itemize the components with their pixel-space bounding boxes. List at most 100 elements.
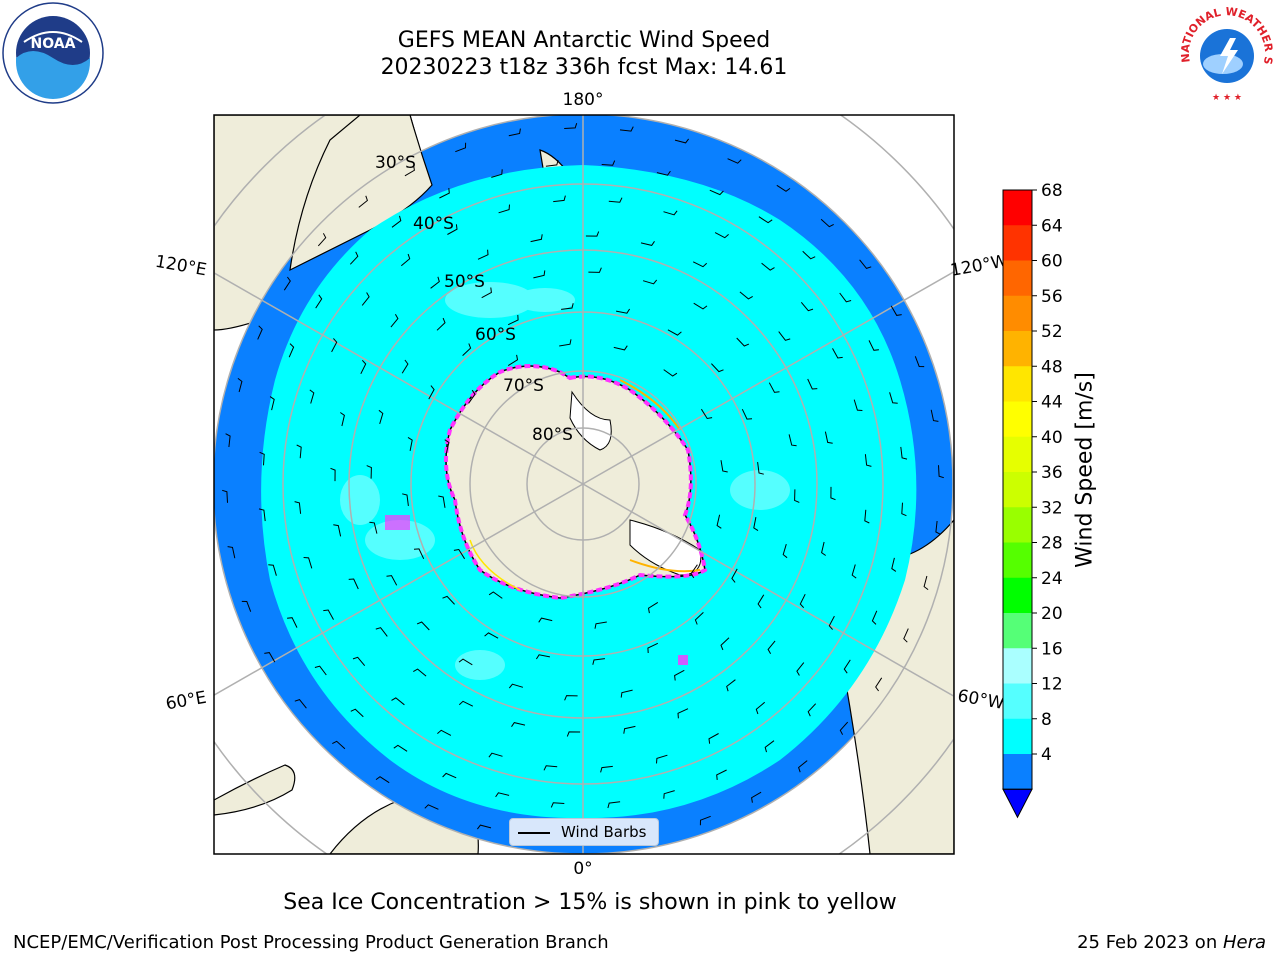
wind-barb <box>375 776 390 784</box>
wind-barb <box>667 329 682 336</box>
wind-barb <box>400 253 411 267</box>
wind-barb <box>889 392 898 404</box>
wind-barb <box>716 769 727 780</box>
wind-barb <box>488 752 503 758</box>
colorbar-frame <box>1002 189 1033 790</box>
wind-barb <box>294 699 307 709</box>
wind-barb <box>761 262 775 271</box>
wind-barb <box>700 408 713 420</box>
footer-machine: Hera <box>1222 932 1266 953</box>
wind-barb <box>642 279 658 285</box>
wind-barb <box>428 385 435 400</box>
colorbar-tick-label: 52 <box>1041 322 1063 342</box>
wind-barb <box>543 765 558 771</box>
lat-label-40s: 40°S <box>413 214 454 234</box>
wind-barb <box>758 216 773 224</box>
wind-barb <box>714 232 729 239</box>
colorbar-segment <box>1003 436 1032 473</box>
colorbar-segment <box>1003 507 1032 543</box>
colorbar-segment <box>1003 613 1032 649</box>
wind-barb <box>333 524 342 537</box>
colorbar-tick-label: 44 <box>1041 393 1063 413</box>
wind-barb <box>222 489 228 503</box>
wind-barb <box>507 354 519 367</box>
wind-barb <box>348 578 359 590</box>
wind-barb <box>755 701 766 715</box>
wind-barb <box>901 502 907 517</box>
wind-barb <box>550 802 565 808</box>
wind-barb <box>711 363 724 373</box>
australia-on-globe <box>289 115 433 272</box>
wind-barb <box>416 621 430 631</box>
lon-label-60e: 60°E <box>164 688 208 715</box>
wind-barb <box>820 218 834 228</box>
wind-barb <box>484 632 499 639</box>
wind-barb <box>788 434 797 447</box>
colorbar-tick-label: 48 <box>1041 357 1063 377</box>
wind-barb <box>442 595 455 605</box>
colorbar-label: Wind Speed [m/s] <box>1072 372 1098 568</box>
wind-barb <box>331 338 338 353</box>
wind-barb <box>437 729 452 736</box>
wind-barb <box>237 378 243 393</box>
wind-barb <box>257 325 263 340</box>
wind-barb <box>413 668 427 677</box>
wind-barb <box>802 250 816 260</box>
lon-label-120w: 120°W <box>949 251 1010 281</box>
wind-barb <box>358 195 368 208</box>
madagascar-landmass <box>214 764 296 816</box>
colorbar-tick-label: 40 <box>1041 428 1063 448</box>
wind-barb <box>890 305 902 316</box>
wind-barb <box>585 231 600 237</box>
wind-barb <box>800 301 814 312</box>
lat-label-80s: 80°S <box>532 425 573 445</box>
wind-barb <box>923 575 929 590</box>
wind-barb <box>851 564 857 579</box>
sea-ice-rim <box>444 364 708 601</box>
wind-barb <box>864 509 870 524</box>
wind-barb <box>757 462 764 475</box>
wind-barb <box>608 197 623 203</box>
wind-barb <box>891 557 897 572</box>
wind-barb <box>360 359 367 375</box>
wind-barb <box>640 241 655 246</box>
wind-barb <box>332 740 346 750</box>
wind-barb <box>799 593 806 609</box>
wind-barb <box>439 188 450 199</box>
wind-barb <box>227 546 236 559</box>
wind-barb <box>727 158 742 164</box>
wind-barb <box>663 210 678 216</box>
wind-barb <box>807 703 817 717</box>
wind-barb <box>258 508 266 522</box>
wind-barb <box>864 454 872 467</box>
wind-barb <box>935 520 941 535</box>
wind-barb <box>588 267 602 273</box>
wind-barb <box>453 548 466 560</box>
wind-barb <box>458 700 474 707</box>
colorbar-segment <box>1003 683 1032 720</box>
lat-label-30s: 30°S <box>375 153 416 173</box>
wind-barb <box>413 548 425 560</box>
wind-barb <box>436 317 446 331</box>
wind-barb <box>828 615 835 630</box>
wind-barb <box>264 652 276 663</box>
wind-barb <box>778 331 791 341</box>
colorbar-segment <box>1003 260 1032 297</box>
noaa-logo: NOAA <box>2 2 104 104</box>
colorbar-segment <box>1003 472 1032 508</box>
wind-barb <box>378 409 384 425</box>
wind-barb <box>720 637 730 651</box>
wind-barb <box>317 233 327 247</box>
wind-barb <box>616 308 631 314</box>
chart-subtitle: 20230223 t18z 336h fcst Max: 14.61 <box>380 55 788 80</box>
wind-barb <box>859 259 872 269</box>
colorbar-segment <box>1003 331 1032 367</box>
wind-barb <box>674 138 689 144</box>
colorbar-extend-arrow <box>1002 788 1033 819</box>
wind-barb <box>508 683 524 689</box>
lon-label-60w: 60°W <box>956 686 1006 714</box>
wind-barb <box>853 399 863 411</box>
wind-barb <box>507 314 519 326</box>
wind-barb <box>424 804 439 810</box>
wind-barb <box>663 369 678 377</box>
